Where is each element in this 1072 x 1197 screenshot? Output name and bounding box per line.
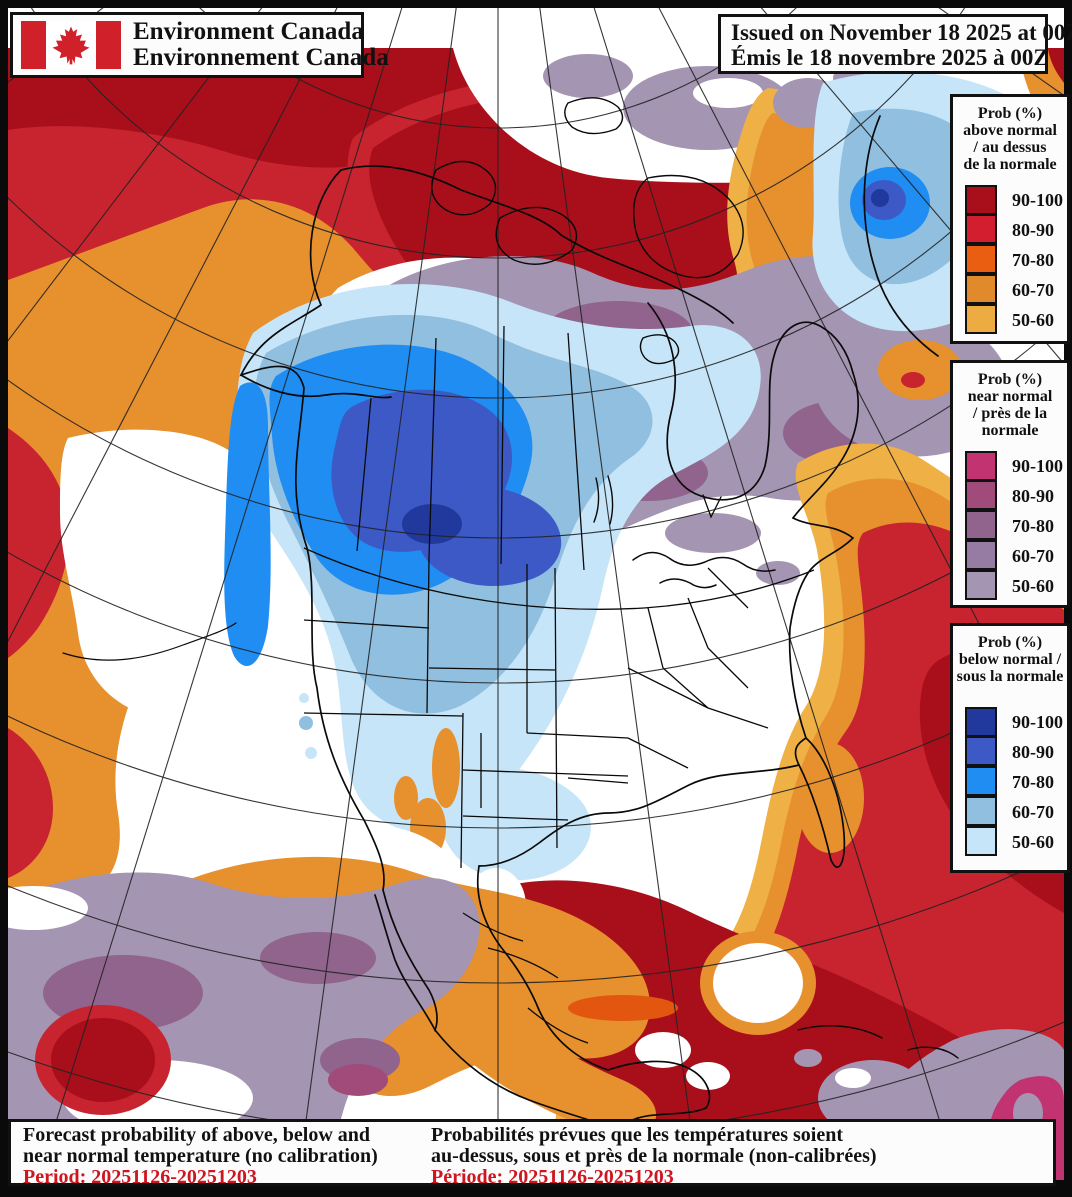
canada-flag-icon: [21, 21, 121, 69]
caption-french: Probabilités prévues que les température…: [431, 1125, 877, 1188]
legend-above-normal: Prob (%) above normal / au dessus de la …: [950, 94, 1070, 344]
legend-range-label: 70-80: [1012, 771, 1054, 792]
legend-swatch-60-70: [965, 540, 997, 570]
issued-line-fr: Émis le 18 novembre 2025 à 00Z: [731, 45, 1049, 70]
legend-swatch-50-60: [965, 304, 997, 334]
legend-range-label: 90-100: [1012, 189, 1063, 210]
legend-row: 50-60: [965, 304, 1067, 335]
flag-right-bar: [96, 21, 121, 69]
legend-below-normal: Prob (%) below normal / sous la normale …: [950, 623, 1070, 873]
legend-swatch-70-80: [965, 244, 997, 274]
agency-name-en: Environment Canada: [133, 18, 364, 45]
forecast-probability-map: [8, 8, 1064, 1180]
legend-row: 90-100: [965, 707, 1067, 737]
legend-range-label: 50-60: [1012, 309, 1054, 330]
legend-below-rows: 90-100 80-90 70-80 60-70 50-60: [965, 707, 1067, 857]
legend-row: 90-100: [965, 185, 1067, 215]
legend-row: 70-80: [965, 766, 1067, 797]
caption-bar: Forecast probability of above, below and…: [8, 1119, 1056, 1188]
legend-row: 60-70: [965, 540, 1067, 571]
legend-range-label: 90-100: [1012, 711, 1063, 732]
agency-name: Environment Canada Environnement Canada: [133, 19, 389, 71]
legend-swatch-50-60: [965, 570, 997, 600]
legend-swatch-90-100: [965, 185, 997, 215]
issued-line-en: Issued on November 18 2025 at 00Z: [731, 20, 1072, 45]
legend-above-title: Prob (%) above normal / au dessus de la …: [963, 105, 1057, 173]
legend-row: 50-60: [965, 826, 1067, 857]
legend-near-normal: Prob (%) near normal / près de la normal…: [950, 360, 1070, 608]
legend-swatch-80-90: [965, 214, 997, 244]
legend-range-label: 50-60: [1012, 575, 1054, 596]
legend-swatch-60-70: [965, 796, 997, 826]
legend-range-label: 60-70: [1012, 545, 1054, 566]
agency-name-fr: Environnement Canada: [133, 44, 389, 71]
legend-row: 50-60: [965, 570, 1067, 601]
legend-swatch-60-70: [965, 274, 997, 304]
legend-range-label: 80-90: [1012, 219, 1054, 240]
legend-above-rows: 90-100 80-90 70-80 60-70 50-60: [965, 185, 1067, 335]
legend-below-title: Prob (%) below normal / sous la normale: [956, 634, 1064, 685]
caption-fr-line2: au-dessus, sous et près de la normale (n…: [431, 1145, 877, 1167]
caption-fr-line1: Probabilités prévues que les température…: [431, 1124, 844, 1146]
legend-swatch-70-80: [965, 510, 997, 540]
maple-leaf-icon: [52, 26, 90, 65]
map-graticule: [8, 8, 1064, 1180]
caption-fr-period: Période: 20251126-20251203: [431, 1166, 674, 1188]
legend-swatch-70-80: [965, 766, 997, 796]
legend-range-label: 50-60: [1012, 831, 1054, 852]
legend-swatch-90-100: [965, 451, 997, 481]
legend-swatch-50-60: [965, 826, 997, 856]
legend-swatch-80-90: [965, 480, 997, 510]
legend-row: 70-80: [965, 244, 1067, 275]
map-coastlines: [62, 97, 959, 1161]
legend-row: 60-70: [965, 796, 1067, 827]
legend-swatch-80-90: [965, 736, 997, 766]
caption-en-period: Period: 20251126-20251203: [23, 1166, 257, 1188]
flag-left-bar: [21, 21, 46, 69]
legend-range-label: 60-70: [1012, 279, 1054, 300]
legend-row: 60-70: [965, 274, 1067, 305]
legend-swatch-90-100: [965, 707, 997, 737]
legend-row: 80-90: [965, 480, 1067, 511]
caption-en-line1: Forecast probability of above, below and: [23, 1124, 371, 1146]
issued-banner: Issued on November 18 2025 at 00Z Émis l…: [718, 14, 1072, 74]
legend-range-label: 80-90: [1012, 485, 1054, 506]
map-political-borders: [303, 325, 815, 1044]
legend-near-rows: 90-100 80-90 70-80 60-70 50-60: [965, 451, 1067, 601]
agency-header: Environment Canada Environnement Canada: [10, 12, 389, 78]
caption-en-line2: near normal temperature (no calibration): [23, 1145, 378, 1167]
legend-range-label: 60-70: [1012, 801, 1054, 822]
caption-english: Forecast probability of above, below and…: [23, 1125, 378, 1188]
legend-range-label: 70-80: [1012, 515, 1054, 536]
map-probability-blobs: [8, 48, 1064, 1180]
legend-row: 70-80: [965, 510, 1067, 541]
flag-center: [46, 21, 96, 69]
legend-range-label: 80-90: [1012, 741, 1054, 762]
legend-row: 80-90: [965, 736, 1067, 767]
legend-range-label: 90-100: [1012, 455, 1063, 476]
legend-row: 90-100: [965, 451, 1067, 481]
legend-range-label: 70-80: [1012, 249, 1054, 270]
legend-row: 80-90: [965, 214, 1067, 245]
legend-near-title: Prob (%) near normal / près de la normal…: [967, 371, 1053, 439]
